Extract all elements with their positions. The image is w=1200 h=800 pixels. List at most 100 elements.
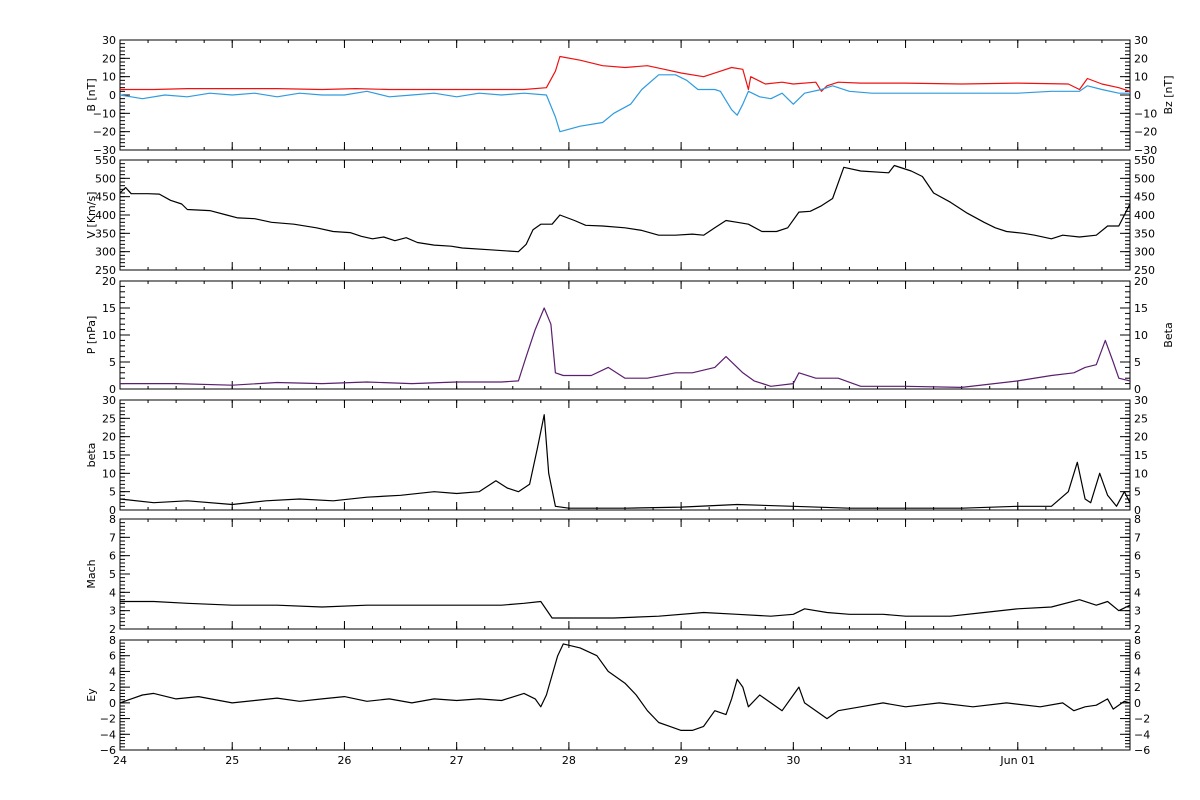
y-tick-label-right: 15 — [1134, 302, 1148, 315]
series-line-0-0 — [120, 55, 1131, 92]
y-tick-label-left: 30 — [102, 394, 116, 407]
y-tick-label-right: 20 — [1134, 275, 1148, 288]
y-tick-label-right: 300 — [1134, 246, 1155, 259]
x-tick-label: 31 — [899, 754, 913, 767]
y-axis-label: Ey — [85, 688, 98, 702]
y-axis-label-right: Bz [nT] — [1162, 75, 1175, 114]
y-tick-label-left: 2 — [109, 623, 116, 636]
x-axis: 24 25 26 27 28 29 30 31 Jun 01 — [113, 754, 1035, 767]
y-tick-label-left: −20 — [93, 126, 116, 139]
y-tick-label-left: 30 — [102, 34, 116, 47]
y-tick-label-left: −4 — [100, 728, 116, 741]
panel-frame — [119, 639, 1131, 751]
x-tick-label: Jun 01 — [999, 754, 1035, 767]
y-tick-label-right: 0 — [1134, 383, 1141, 396]
series-line-3-0 — [119, 414, 1131, 509]
y-axis-label: Mach — [85, 559, 98, 588]
y-tick-label-left: 2 — [109, 681, 116, 694]
y-tick-label-left: 300 — [95, 246, 116, 259]
y-tick-label-left: 20 — [102, 52, 116, 65]
y-tick-label-right: 5 — [1134, 568, 1141, 581]
y-tick-label-left: 7 — [109, 531, 116, 544]
y-tick-label-right: 250 — [1134, 264, 1155, 277]
y-tick-label-left: 5 — [109, 568, 116, 581]
y-tick-label-left: 10 — [102, 71, 116, 84]
y-tick-label-right: 10 — [1134, 329, 1148, 342]
y-tick-label-right: 2 — [1134, 681, 1141, 694]
panel-1: 250 250 300 300 350 350 400 400 450 450 500 500 550 5… — [85, 154, 1155, 277]
y-tick-label-left: 15 — [102, 302, 116, 315]
y-tick-label-left: 8 — [109, 513, 116, 526]
y-tick-label-left: 250 — [95, 264, 116, 277]
y-tick-label-right: 4 — [1134, 665, 1141, 678]
y-tick-label-right: −2 — [1134, 713, 1150, 726]
y-tick-label-right: 0 — [1134, 89, 1141, 102]
y-tick-label-left: 10 — [102, 467, 116, 480]
y-tick-label-right: −10 — [1134, 107, 1157, 120]
y-tick-label-left: 4 — [109, 665, 116, 678]
x-tick-label: 25 — [225, 754, 239, 767]
y-tick-label-right: 500 — [1134, 172, 1155, 185]
y-tick-label-right: 8 — [1134, 634, 1141, 647]
y-tick-label-left: 0 — [109, 697, 116, 710]
y-tick-label-right: 15 — [1134, 449, 1148, 462]
y-tick-label-right: 20 — [1134, 52, 1148, 65]
series-line-0-1 — [119, 74, 1130, 133]
y-tick-label-left: 20 — [102, 275, 116, 288]
panel-frame — [119, 280, 1131, 390]
y-tick-label-right: 6 — [1134, 650, 1141, 663]
y-tick-label-left: 400 — [95, 209, 116, 222]
y-tick-label-right: 3 — [1134, 605, 1141, 618]
panel-2: 0 0 5 5 10 10 15 15 20 20 P [nPa] Beta — [85, 275, 1175, 396]
y-axis-label: beta — [85, 443, 98, 468]
y-tick-label-left: 350 — [95, 227, 116, 240]
x-tick-label: 29 — [674, 754, 688, 767]
y-axis-label-right: Beta — [1162, 322, 1175, 347]
y-tick-label-right: −30 — [1134, 144, 1157, 157]
y-tick-label-left: 500 — [95, 172, 116, 185]
y-tick-label-right: 6 — [1134, 550, 1141, 563]
y-tick-label-right: 30 — [1134, 34, 1148, 47]
series-line-2-0 — [120, 307, 1131, 388]
y-tick-label-left: 450 — [95, 191, 116, 204]
y-tick-label-left: 10 — [102, 329, 116, 342]
y-tick-label-right: 30 — [1134, 394, 1148, 407]
y-tick-label-right: 20 — [1134, 431, 1148, 444]
panel-frame — [119, 159, 1131, 271]
panel-frame — [119, 518, 1131, 630]
y-tick-label-right: 5 — [1134, 486, 1141, 499]
x-tick-label: 28 — [562, 754, 576, 767]
y-tick-label-left: 15 — [102, 449, 116, 462]
y-tick-label-left: 0 — [109, 383, 116, 396]
y-tick-label-right: 7 — [1134, 531, 1141, 544]
y-tick-label-left: −30 — [93, 144, 116, 157]
y-tick-label-left: 3 — [109, 605, 116, 618]
y-tick-label-left: −10 — [93, 107, 116, 120]
y-tick-label-left: 0 — [109, 504, 116, 517]
panel-4: 2 2 3 3 4 4 5 5 6 6 7 7 8 8 Mach — [85, 513, 1141, 636]
y-tick-label-right: 10 — [1134, 71, 1148, 84]
y-tick-label-right: 5 — [1134, 356, 1141, 369]
y-tick-label-left: 6 — [109, 550, 116, 563]
y-axis-label: B [nT] — [85, 78, 98, 111]
y-tick-label-right: 0 — [1134, 504, 1141, 517]
x-tick-label: 24 — [113, 754, 127, 767]
y-tick-label-left: −6 — [100, 744, 116, 757]
series-line-4-0 — [120, 599, 1131, 619]
panel-frame — [119, 39, 1131, 151]
y-tick-label-right: 10 — [1134, 467, 1148, 480]
y-tick-label-left: 8 — [109, 634, 116, 647]
y-tick-label-left: 5 — [109, 486, 116, 499]
x-tick-label: 26 — [337, 754, 351, 767]
y-tick-label-left: 25 — [102, 412, 116, 425]
y-tick-label-right: 400 — [1134, 209, 1155, 222]
panel-3: 0 0 5 5 10 10 15 15 20 20 25 25 30 30 beta — [85, 394, 1148, 517]
y-tick-label-right: 25 — [1134, 412, 1148, 425]
panel-5: −6 −6 −4 −4 −2 −2 0 0 2 2 4 4 6 6 8 8 Ey — [85, 634, 1150, 757]
series-line-1-0 — [119, 164, 1131, 253]
y-tick-label-left: 20 — [102, 431, 116, 444]
y-tick-label-right: 450 — [1134, 191, 1155, 204]
y-tick-label-right: −6 — [1134, 744, 1150, 757]
